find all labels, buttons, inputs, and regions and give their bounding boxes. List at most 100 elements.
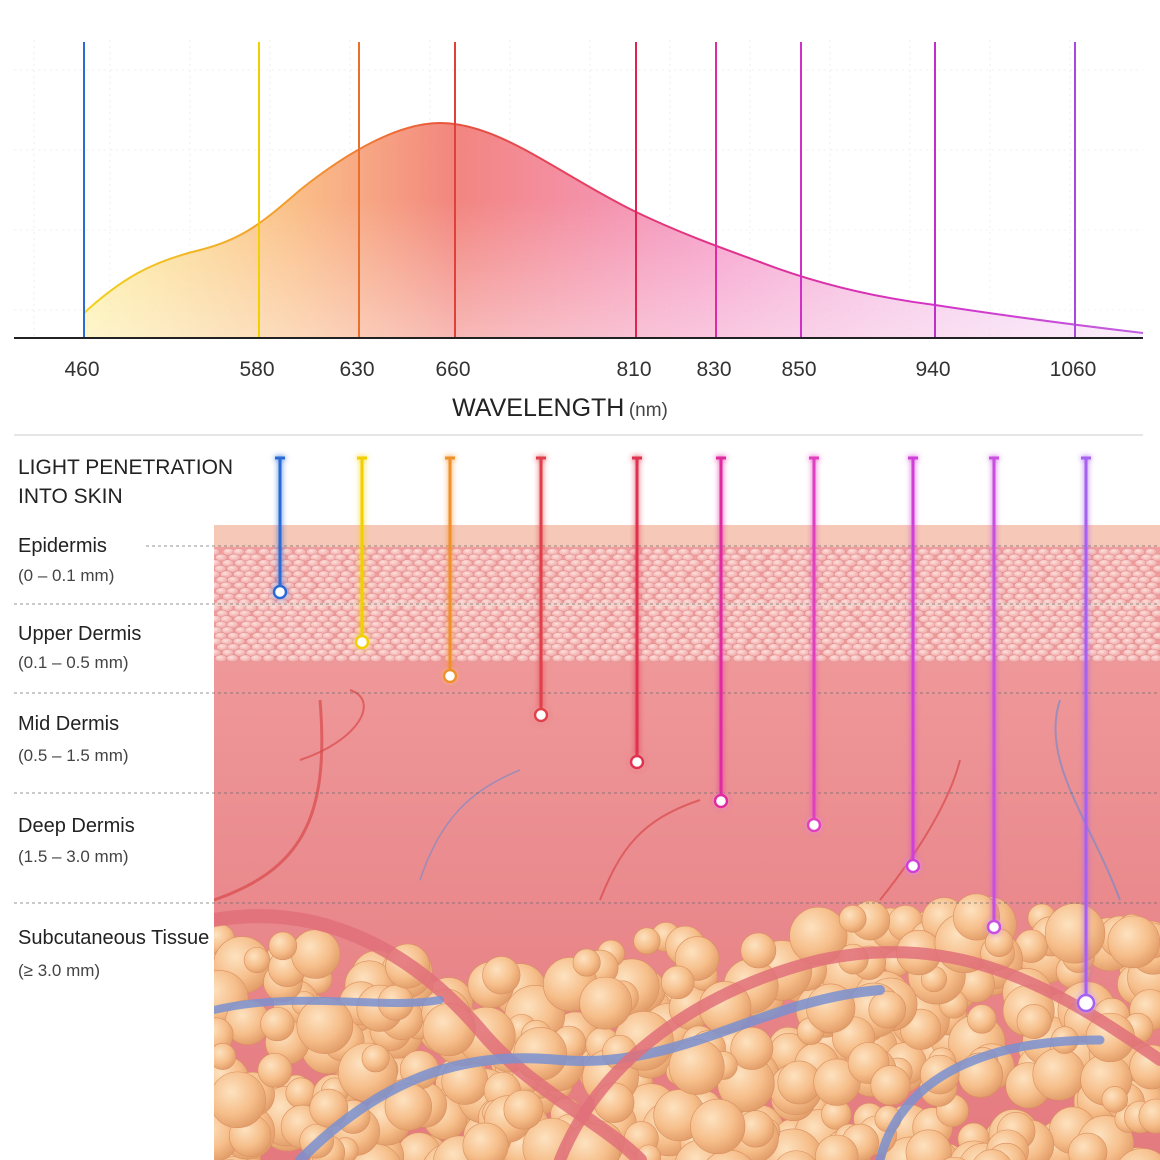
cell <box>418 654 432 663</box>
cell <box>874 576 888 584</box>
vessel <box>879 759 961 901</box>
cell <box>780 654 793 663</box>
cell <box>250 620 263 629</box>
vessel <box>214 996 444 1014</box>
cell <box>478 632 492 640</box>
vessel <box>299 689 365 761</box>
cell <box>1144 570 1157 579</box>
cell <box>520 615 533 624</box>
cell <box>376 626 390 635</box>
cell <box>1041 643 1055 652</box>
cell <box>880 615 893 624</box>
fat-cell <box>572 948 601 977</box>
cell <box>1151 609 1160 618</box>
cell <box>652 570 665 579</box>
cell <box>641 626 654 635</box>
cell <box>485 581 498 590</box>
probe-end <box>442 668 458 684</box>
cell <box>1144 637 1157 646</box>
cell <box>214 654 228 663</box>
cell <box>754 643 768 652</box>
cell <box>1030 654 1044 663</box>
cell <box>299 587 312 596</box>
cell <box>879 592 893 601</box>
cell <box>1126 587 1140 596</box>
cell <box>826 620 840 629</box>
cell <box>725 570 739 579</box>
cell <box>1103 576 1116 584</box>
cell <box>730 587 743 596</box>
probe <box>272 456 288 600</box>
layer-name: Deep Dermis <box>18 815 135 837</box>
fat-cell <box>1119 1148 1160 1160</box>
cell <box>1097 626 1111 635</box>
cell <box>239 654 252 663</box>
cell <box>519 637 533 646</box>
cell <box>598 553 611 562</box>
x-tick-label: 830 <box>696 358 731 381</box>
vessel <box>875 1035 1105 1160</box>
cell <box>268 637 282 646</box>
fat-cell <box>838 904 867 933</box>
cell <box>227 576 240 584</box>
fat-cell <box>1138 1098 1160 1134</box>
probe-end <box>629 754 645 770</box>
cell <box>214 592 221 601</box>
fat-cell <box>503 1089 544 1130</box>
cell <box>706 620 720 629</box>
cell <box>683 654 697 663</box>
cell <box>244 626 258 635</box>
cell <box>831 559 845 568</box>
cell <box>514 643 527 652</box>
cell <box>1071 615 1085 624</box>
wavelength-lines <box>83 42 1076 338</box>
cell <box>575 609 588 618</box>
cell <box>394 553 407 562</box>
cell <box>965 592 979 601</box>
cell <box>1145 626 1158 635</box>
layer-name: Mid Dermis <box>18 713 119 735</box>
cell <box>563 654 576 663</box>
cell <box>1103 620 1116 629</box>
cell <box>868 570 881 579</box>
cell <box>996 654 1009 663</box>
fat-cell <box>214 1071 267 1129</box>
cell <box>1126 553 1140 562</box>
cell <box>1152 564 1160 573</box>
cell <box>424 648 437 657</box>
cell <box>1066 553 1079 562</box>
cell <box>923 587 936 596</box>
cell <box>935 654 948 663</box>
cell <box>580 548 594 556</box>
cell <box>833 548 847 556</box>
axis-unit: (nm) <box>629 400 668 421</box>
cell <box>1013 559 1026 568</box>
cell <box>299 632 312 640</box>
cell <box>575 654 588 663</box>
axis-title: WAVELENGTH (nm) <box>452 394 668 422</box>
layer-name: Epidermis <box>18 535 107 557</box>
cell <box>233 581 246 590</box>
cell <box>321 609 335 618</box>
cell <box>874 654 887 663</box>
fat-cell <box>870 1065 911 1106</box>
cell <box>214 553 228 562</box>
fat-cell <box>243 946 270 974</box>
cell <box>849 654 863 663</box>
cell <box>376 548 390 556</box>
cell <box>256 615 270 624</box>
cell <box>658 654 671 663</box>
cell <box>972 576 985 584</box>
fat-cell <box>943 1156 966 1160</box>
cell <box>371 553 384 562</box>
probe <box>986 456 1002 935</box>
cell <box>1145 581 1159 590</box>
cell <box>502 654 515 663</box>
fat-cell <box>1068 1132 1108 1160</box>
cell <box>1091 654 1105 663</box>
cell <box>214 648 222 657</box>
cell <box>1108 548 1122 556</box>
cell <box>262 643 276 652</box>
cell <box>923 654 936 663</box>
